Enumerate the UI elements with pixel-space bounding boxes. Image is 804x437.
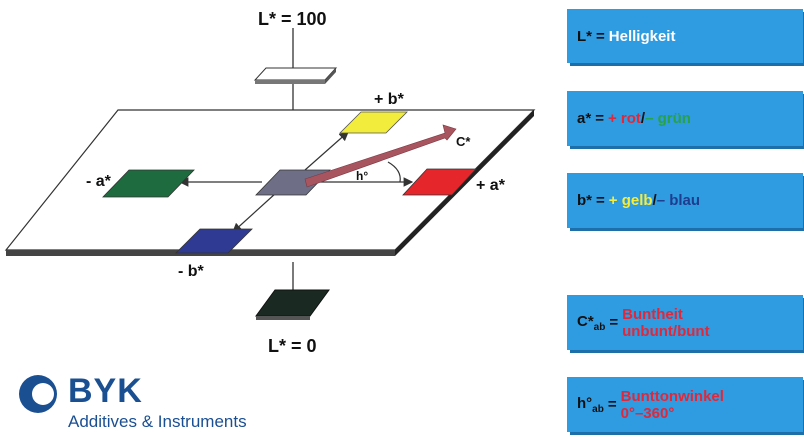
- red-patch: [402, 168, 477, 196]
- plus-b-label: + b*: [374, 91, 405, 108]
- minus-b-label: - b*: [178, 263, 205, 280]
- minus-a-label: - a*: [86, 173, 112, 190]
- hue-arc: [387, 161, 401, 183]
- l-bottom-label: L* = 0: [268, 336, 317, 356]
- legend-a-eq: =: [595, 110, 604, 127]
- legend-b-minus: – blau: [656, 192, 701, 209]
- legend-hue-symbol: h°ab: [577, 394, 604, 415]
- legend-a-minus: – grün: [645, 110, 691, 127]
- legend-lightness: L* = Helligkeit: [567, 9, 803, 63]
- plus-b-axis-line: [304, 131, 349, 171]
- byk-logo: BYK Additives & Instruments: [16, 370, 276, 434]
- legend-b-symbol: b*: [577, 192, 592, 209]
- white-patch: [253, 67, 338, 84]
- legend-hue-eq: =: [607, 396, 617, 413]
- green-patch: [102, 169, 195, 198]
- legend-b-sep: /: [652, 192, 657, 209]
- legend-a-sep: /: [640, 110, 646, 127]
- chroma-label: C*: [456, 134, 471, 149]
- legend-chroma-eq: =: [609, 314, 619, 331]
- legend-lightness-text: Helligkeit: [608, 27, 676, 45]
- byk-logo-mark-icon: [19, 375, 57, 413]
- legend-chroma: C*ab = Buntheit unbunt/bunt: [567, 295, 803, 350]
- legend-b-eq: =: [596, 192, 605, 209]
- legend-hue: h°ab = Bunttonwinkel 0°–360°: [567, 377, 803, 432]
- legend-lightness-symbol: L*: [577, 27, 592, 45]
- legend-b-axis: b* = + gelb / – blau: [567, 173, 803, 228]
- legend-a-symbol: a*: [577, 110, 592, 127]
- logo-brand: BYK: [68, 372, 143, 410]
- blue-patch: [175, 228, 253, 254]
- logo-tagline: Additives & Instruments: [68, 412, 247, 431]
- yellow-patch: [339, 111, 408, 134]
- legend-lightness-eq: =: [596, 27, 605, 45]
- plus-a-label: + a*: [476, 177, 506, 194]
- l-top-label: L* = 100: [258, 9, 327, 29]
- chroma-arrow: [304, 124, 457, 188]
- legend-a-axis: a* = + rot / – grün: [567, 91, 803, 146]
- legend-hue-line1: Bunttonwinkel: [620, 387, 724, 405]
- black-patch: [255, 289, 330, 320]
- legend-chroma-line1: Buntheit: [622, 305, 683, 323]
- legend-chroma-line2: unbunt/bunt: [622, 322, 710, 340]
- legend-a-plus: + rot: [607, 110, 641, 127]
- hue-label: h°: [356, 169, 368, 183]
- legend-chroma-symbol: C*ab: [577, 312, 606, 333]
- minus-b-axis-line: [232, 192, 277, 233]
- cielab-diagram: L* = 100 L* = 0 + b* - b* - a* + a* C* h…: [4, 9, 536, 356]
- legend-hue-line2: 0°–360°: [620, 404, 675, 422]
- legend-b-plus: + gelb: [608, 192, 653, 209]
- gray-patch: [255, 169, 331, 196]
